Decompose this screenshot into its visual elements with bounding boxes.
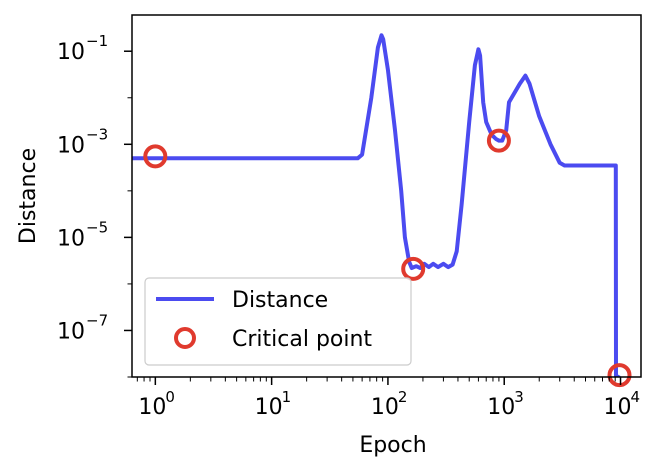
x-tick-label: 10 xyxy=(255,395,283,420)
x-tick-label-exponent: 4 xyxy=(631,388,641,406)
critical-point-marker-4 xyxy=(607,363,632,388)
x-tick-label-exponent: 3 xyxy=(514,388,524,406)
x-tick-label-exponent: 2 xyxy=(398,388,408,406)
series-line-distance xyxy=(132,33,621,377)
legend-label-critical-point: Critical point xyxy=(232,327,372,352)
critical-point-marker-3 xyxy=(486,128,511,153)
x-tick-label-exponent: 1 xyxy=(282,388,292,406)
y-tick-label-exponent: −1 xyxy=(86,32,108,50)
critical-point-marker-1 xyxy=(143,144,168,169)
data-marks xyxy=(132,33,632,388)
legend: Distance Critical point xyxy=(144,277,412,366)
x-tick-label: 10 xyxy=(604,395,632,420)
y-tick-label: 10 xyxy=(57,319,85,344)
legend-marker-swatch xyxy=(174,327,196,349)
axes: 10 0 10 1 10 2 10 3 10 410 −710 −510 −310 −1 xyxy=(57,32,640,420)
plot-frame xyxy=(131,14,642,378)
x-tick-label-exponent: 0 xyxy=(165,388,175,406)
critical-point-marker-2 xyxy=(401,256,426,281)
x-tick-label: 10 xyxy=(487,395,515,420)
y-tick-label: 10 xyxy=(57,40,85,65)
legend-label-distance: Distance xyxy=(232,288,328,313)
x-tick-label: 10 xyxy=(138,395,166,420)
x-tick-label: 10 xyxy=(371,395,399,420)
y-tick-label: 10 xyxy=(57,133,85,158)
y-tick-label-exponent: −7 xyxy=(86,311,108,329)
y-axis-label: Distance xyxy=(16,148,41,244)
y-tick-label-exponent: −5 xyxy=(86,218,108,236)
y-tick-label: 10 xyxy=(57,226,85,251)
y-tick-label-exponent: −3 xyxy=(86,125,108,143)
x-axis-label: Epoch xyxy=(359,433,426,458)
